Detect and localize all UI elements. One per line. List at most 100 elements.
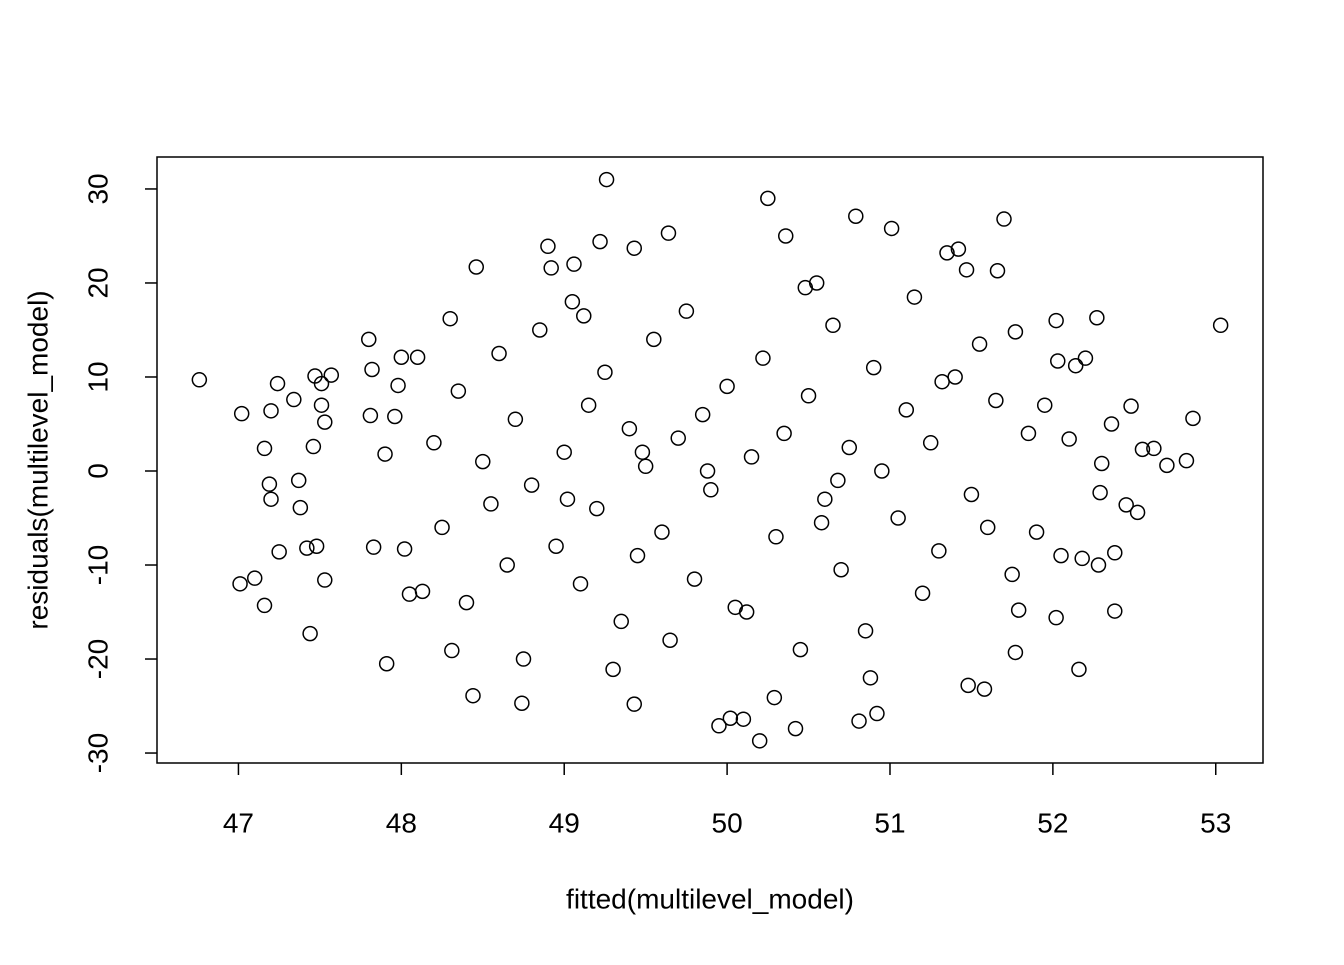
point [605,661,621,678]
point [1107,603,1123,619]
x-tick-label: 53 [1200,807,1231,838]
point [191,372,208,388]
point [848,208,864,224]
point [1077,350,1094,366]
point [1010,602,1027,618]
point [475,453,491,470]
point [263,491,279,507]
point [931,543,947,559]
point [719,378,735,395]
point [686,571,703,587]
point [414,583,431,600]
point [989,263,1006,279]
point [670,430,686,446]
point [564,294,581,310]
point [751,733,768,749]
point [1123,398,1139,414]
point [626,240,643,256]
point [960,677,976,694]
point [851,713,867,729]
x-tick-label: 50 [712,807,743,838]
point [621,420,638,437]
point [1020,425,1037,442]
point [833,561,849,578]
point [256,597,273,614]
x-tick-label: 47 [223,807,254,838]
point [613,613,629,630]
point [317,572,333,588]
point [694,406,711,423]
point [1118,497,1134,513]
point [1107,545,1123,561]
point [434,519,450,536]
point [883,220,900,237]
point [390,377,406,394]
point [629,547,646,564]
point [1092,484,1108,501]
point [598,171,615,188]
point [817,491,833,507]
point [589,500,605,517]
point [1178,452,1195,469]
point [988,392,1004,409]
point [365,539,382,555]
x-tick-label: 51 [874,807,905,838]
point [862,670,879,686]
point [1028,524,1045,540]
point [703,482,719,498]
point [947,369,963,385]
point [317,414,333,430]
point [768,529,784,545]
x-tick-label: 48 [386,807,417,838]
point [857,623,874,639]
point [580,397,597,413]
point [792,641,809,658]
point [660,225,677,241]
point [958,262,975,278]
point [576,308,592,324]
point [722,710,739,727]
point [865,359,882,376]
point [1071,661,1087,678]
point [361,331,377,348]
x-axis-title: fitted(multilevel_model) [566,883,854,914]
point [662,632,678,648]
point [743,449,760,465]
point [271,544,287,560]
point [523,477,540,493]
y-axis-title: residuals(multilevel_model) [22,290,53,629]
point [286,391,302,408]
point [813,514,830,531]
point [246,570,263,586]
y-tick-label: -30 [82,733,113,773]
point [566,256,582,272]
point [1053,547,1069,564]
point [869,705,885,722]
x-tick-label: 52 [1037,807,1068,838]
point [305,438,322,455]
y-tick-label: 10 [82,361,113,392]
point [263,403,279,419]
point [261,476,278,492]
point [646,331,662,348]
point [592,233,608,250]
point [308,538,325,554]
point [1185,410,1201,427]
point [738,604,755,620]
y-tick-label: 0 [82,463,113,479]
point [401,586,418,602]
point [800,388,817,404]
point [939,245,955,261]
point [787,720,804,737]
point [922,435,939,451]
y-tick-label: -10 [82,545,113,585]
y-tick-label: -20 [82,639,113,679]
point [302,625,318,642]
point [979,519,996,536]
point [483,496,499,512]
point [396,541,413,557]
point [1090,557,1107,573]
point [825,317,841,334]
point [1007,644,1024,661]
